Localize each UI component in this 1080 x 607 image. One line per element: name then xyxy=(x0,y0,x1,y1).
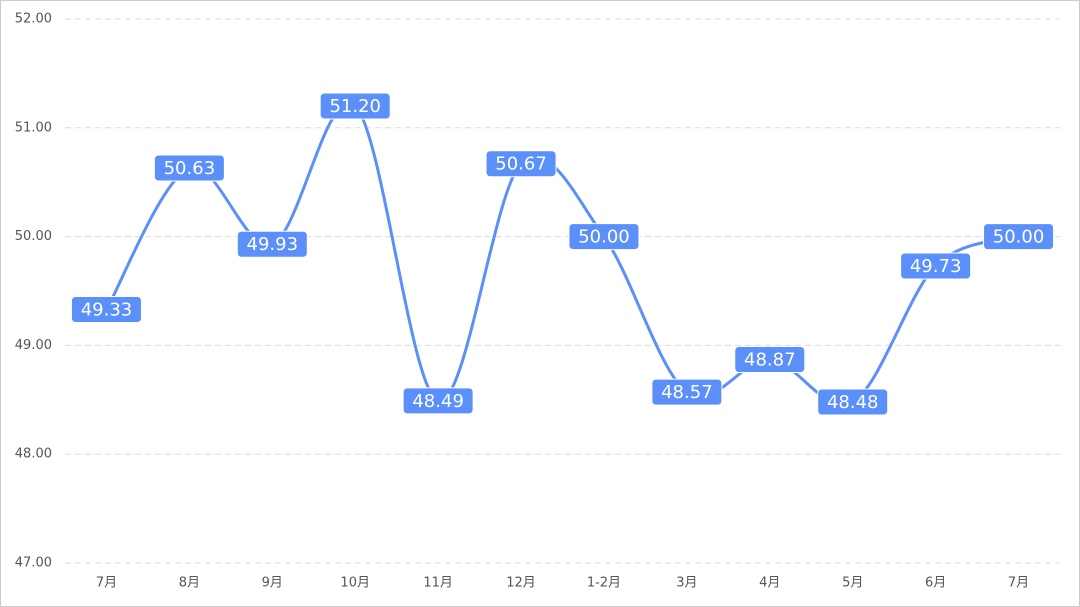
data-label: 49.33 xyxy=(81,299,133,320)
data-label: 49.93 xyxy=(247,234,299,255)
data-label-box xyxy=(402,387,474,415)
x-tick-label: 6月 xyxy=(925,576,946,591)
data-label-box xyxy=(319,92,391,120)
y-tick-label: 51.00 xyxy=(15,120,52,135)
data-label-box xyxy=(651,378,723,406)
data-label: 49.73 xyxy=(910,256,962,277)
data-label-box xyxy=(236,230,308,258)
x-tick-label: 8月 xyxy=(179,576,200,591)
x-tick-label: 1-2月 xyxy=(587,576,621,591)
x-tick-label: 10月 xyxy=(340,576,370,591)
data-label: 50.00 xyxy=(578,227,630,248)
x-tick-label: 5月 xyxy=(842,576,863,591)
data-label-box xyxy=(900,252,972,280)
y-tick-label: 47.00 xyxy=(15,556,52,571)
x-tick-label: 12月 xyxy=(506,576,536,591)
y-tick-label: 49.00 xyxy=(15,338,52,353)
data-label: 48.57 xyxy=(661,382,713,403)
data-label: 50.63 xyxy=(164,158,216,179)
data-label-box xyxy=(153,154,225,182)
y-tick-label: 48.00 xyxy=(15,447,52,462)
x-tick-label: 9月 xyxy=(262,576,283,591)
data-label: 51.20 xyxy=(329,96,381,117)
x-tick-label: 11月 xyxy=(423,576,453,591)
data-label-box xyxy=(568,223,640,251)
data-label: 50.00 xyxy=(993,227,1045,248)
data-label-box xyxy=(485,150,557,178)
x-tick-label: 4月 xyxy=(759,576,780,591)
x-tick-label: 7月 xyxy=(1008,576,1029,591)
x-tick-label: 7月 xyxy=(96,576,117,591)
data-label-box xyxy=(983,223,1055,251)
y-tick-label: 50.00 xyxy=(15,229,52,244)
data-label-box xyxy=(70,295,142,323)
data-label-box xyxy=(734,346,806,374)
data-label: 48.87 xyxy=(744,350,796,371)
x-tick-label: 3月 xyxy=(676,576,697,591)
data-label: 50.67 xyxy=(495,154,547,175)
data-label: 48.48 xyxy=(827,392,879,413)
data-label-box xyxy=(817,388,889,416)
data-label: 48.49 xyxy=(412,391,464,412)
y-tick-label: 52.00 xyxy=(15,12,52,27)
